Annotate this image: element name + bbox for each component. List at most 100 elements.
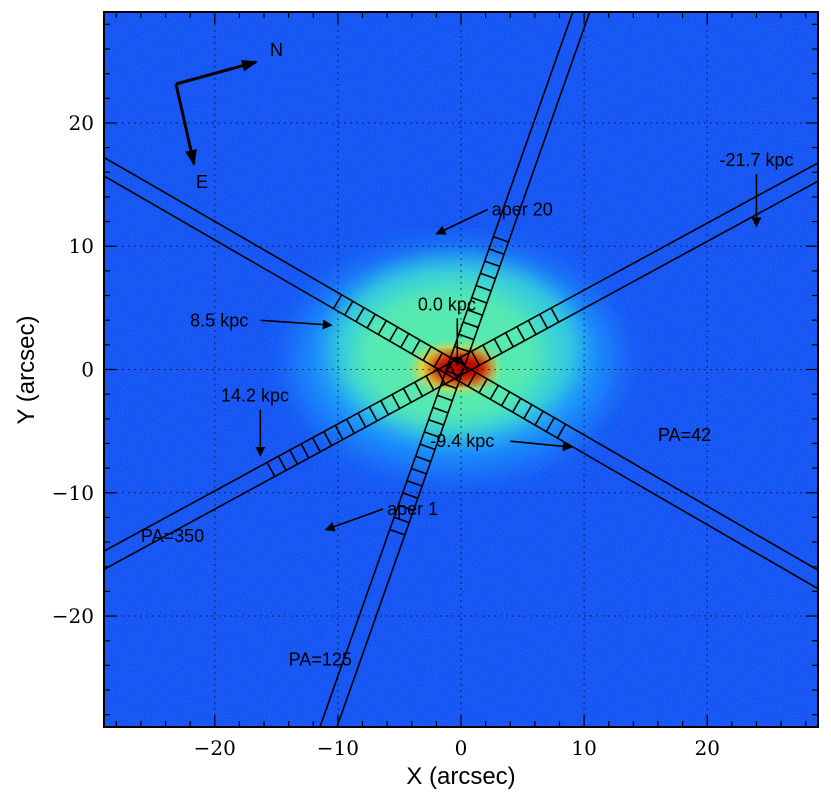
- slit-1: [319, 12, 591, 727]
- aperture-divider: [545, 417, 555, 433]
- slit-edge-0: [104, 174, 818, 590]
- aperture-divider: [380, 400, 390, 416]
- aperture-divider: [433, 352, 444, 368]
- x-tick-label-4: 20: [694, 736, 719, 760]
- aperture-divider: [334, 425, 344, 440]
- aperture-divider: [323, 431, 333, 447]
- aperture-divider: [436, 394, 453, 402]
- aperture-divider: [289, 449, 299, 465]
- east-label: E: [196, 172, 208, 192]
- aperture-divider: [406, 479, 423, 487]
- aperture-divider: [311, 437, 321, 453]
- aperture-divider: [345, 418, 355, 434]
- aperture-divider: [366, 313, 376, 329]
- aperture-divider: [523, 404, 533, 420]
- aperture-divider: [444, 359, 455, 374]
- north-label: N: [270, 40, 283, 60]
- aperture-divider: [516, 326, 526, 342]
- x-tick-label-2: 0: [455, 736, 468, 760]
- aperture-divider: [467, 309, 483, 316]
- y-tick-label-1: −10: [52, 481, 94, 505]
- aperture-divider: [300, 443, 310, 459]
- aperture-divider: [493, 235, 509, 243]
- annotation-texts: aper 20 aper 1 0.0 kpc 8.5 kpc 14.2 kpc -9.4 …: [141, 150, 794, 669]
- aperture-divider: [402, 387, 412, 403]
- aperture-divider: [511, 397, 522, 413]
- aperture-divider: [377, 320, 388, 335]
- aperture-divider: [436, 369, 446, 385]
- aperture-divider: [357, 412, 367, 428]
- aperture-divider: [489, 384, 499, 400]
- aperture-divider: [475, 284, 492, 292]
- aperture-divider: [414, 381, 424, 397]
- annotation-2: 0.0 kpc: [418, 294, 476, 314]
- aperture-divider: [266, 462, 276, 477]
- compass: N E: [174, 40, 283, 192]
- aperture-divider: [344, 300, 354, 316]
- slits: [104, 12, 818, 727]
- y-axis-label: Y (arcsec): [13, 316, 40, 425]
- aperture-divider: [470, 350, 480, 366]
- tick-labels: −20 −10 0 10 20 −20 −10 0 10 20: [52, 111, 720, 760]
- aperture-divider: [556, 423, 567, 439]
- aperture-divider: [504, 332, 514, 348]
- aperture-divider: [484, 260, 501, 268]
- north-arrow: [175, 59, 258, 86]
- aperture-divider: [400, 333, 410, 348]
- annotation-3: 8.5 kpc: [190, 310, 248, 330]
- annotation-8: PA=125: [289, 649, 352, 669]
- aperture-divider: [411, 467, 427, 475]
- aperture-divider: [419, 443, 436, 451]
- aperture-divider: [398, 504, 414, 512]
- annotation-7: PA=350: [141, 526, 204, 546]
- slit-edge-0: [336, 12, 591, 727]
- annotation-arrows: [255, 174, 762, 532]
- y-tick-label-2: 0: [81, 358, 94, 382]
- annotation-arrow-1: [324, 508, 384, 532]
- aperture-divider: [471, 296, 488, 304]
- aperture-divider: [402, 492, 419, 500]
- aperture-divider: [432, 406, 449, 414]
- aperture-divider: [467, 372, 477, 387]
- aperture-divider: [425, 375, 435, 391]
- aperture-divider: [480, 272, 496, 280]
- annotation-4: 14.2 kpc: [221, 386, 289, 406]
- aperture-divider: [441, 382, 457, 390]
- aperture-divider: [428, 418, 444, 426]
- aperture-divider: [422, 346, 432, 361]
- aperture-divider: [500, 391, 511, 407]
- aperture-divider: [415, 455, 432, 463]
- aperture-divider: [482, 344, 492, 360]
- x-tick-label-3: 10: [571, 736, 596, 760]
- aperture-divider: [527, 320, 537, 335]
- aperture-divider: [462, 321, 479, 329]
- plot-area: [104, 12, 818, 727]
- slit-edge-1: [319, 12, 574, 727]
- galaxy-core: [430, 352, 490, 384]
- annotation-arrow-0: [435, 208, 489, 235]
- aperture-divider: [391, 394, 401, 409]
- annotation-6: -21.7 kpc: [720, 150, 794, 170]
- annotation-0: aper 20: [492, 199, 553, 219]
- y-tick-label-4: 20: [69, 111, 94, 135]
- aperture-divider: [332, 294, 343, 310]
- aperture-divider: [456, 365, 466, 381]
- aperture-divider: [478, 378, 488, 394]
- aperture-divider: [493, 338, 503, 354]
- annotation-arrow-5: [510, 440, 573, 452]
- x-tick-label-0: −20: [194, 736, 236, 760]
- aperture-divider: [539, 313, 549, 329]
- y-tick-label-0: −20: [52, 604, 94, 628]
- aperture-divider: [458, 333, 475, 341]
- aperture-divider: [393, 516, 410, 524]
- x-axis-label: X (arcsec): [406, 763, 515, 790]
- east-arrow: [174, 83, 197, 166]
- aperture-divider: [488, 248, 505, 255]
- aperture-divider: [389, 528, 406, 536]
- aperture-divider: [550, 307, 560, 323]
- aperture-divider: [411, 339, 421, 355]
- annotation-1: aper 1: [387, 499, 438, 519]
- annotation-5: -9.4 kpc: [430, 431, 494, 451]
- aperture-divider: [277, 455, 287, 471]
